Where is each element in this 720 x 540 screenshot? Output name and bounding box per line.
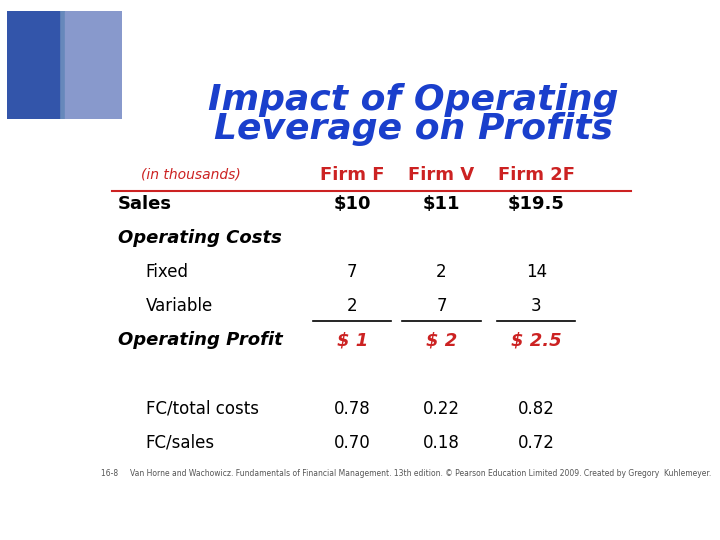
Text: $11: $11 <box>423 195 460 213</box>
Text: $ 2: $ 2 <box>426 332 457 349</box>
Text: $19.5: $19.5 <box>508 195 564 213</box>
Text: Firm 2F: Firm 2F <box>498 166 575 184</box>
Text: Sales: Sales <box>118 195 172 213</box>
Text: 0.82: 0.82 <box>518 400 555 417</box>
Text: FC/sales: FC/sales <box>145 434 215 452</box>
Text: Impact of Operating: Impact of Operating <box>208 83 619 117</box>
Text: Variable: Variable <box>145 298 213 315</box>
Text: 2: 2 <box>436 264 447 281</box>
Bar <box>65 11 122 119</box>
Text: 7: 7 <box>436 298 447 315</box>
Text: $10: $10 <box>333 195 371 213</box>
Text: 0.78: 0.78 <box>334 400 371 417</box>
Text: 0.22: 0.22 <box>423 400 460 417</box>
Text: Leverage on Profits: Leverage on Profits <box>214 112 613 146</box>
Text: (in thousands): (in thousands) <box>141 168 240 182</box>
Text: $ 1: $ 1 <box>337 332 368 349</box>
Text: Firm F: Firm F <box>320 166 384 184</box>
Text: 0.72: 0.72 <box>518 434 555 452</box>
Text: Operating Costs: Operating Costs <box>118 229 282 247</box>
Text: 16-8     Van Horne and Wachowicz. Fundamentals of Financial Management. 13th edi: 16-8 Van Horne and Wachowicz. Fundamenta… <box>101 469 711 477</box>
Text: 0.18: 0.18 <box>423 434 460 452</box>
Text: 14: 14 <box>526 264 547 281</box>
Text: FC/total costs: FC/total costs <box>145 400 258 417</box>
Text: Fixed: Fixed <box>145 264 189 281</box>
Text: Firm V: Firm V <box>408 166 474 184</box>
Text: 2: 2 <box>347 298 358 315</box>
Text: $ 2.5: $ 2.5 <box>511 332 562 349</box>
Text: 0.70: 0.70 <box>334 434 371 452</box>
Text: Operating Profit: Operating Profit <box>118 332 283 349</box>
Text: 3: 3 <box>531 298 541 315</box>
Text: 7: 7 <box>347 264 358 281</box>
Bar <box>7 11 59 119</box>
